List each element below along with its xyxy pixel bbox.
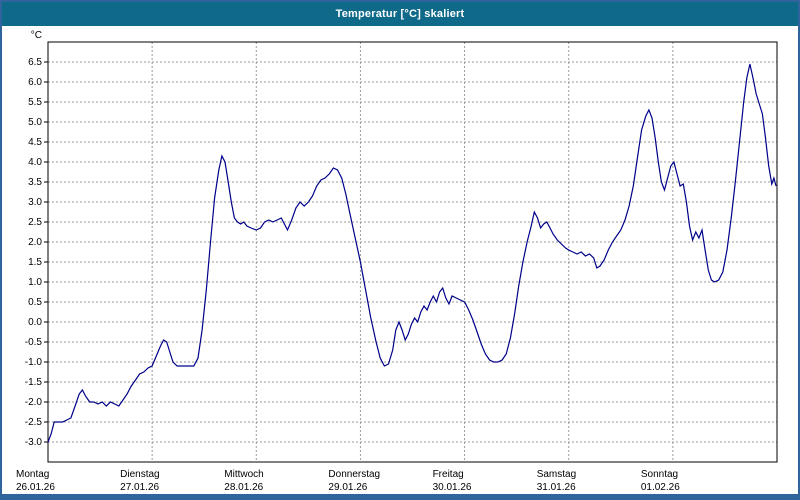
x-tick-date-label: 26.01.26 [16, 482, 55, 493]
x-tick-day-label: Montag [16, 469, 49, 480]
y-tick-label: 4.0 [28, 157, 42, 168]
x-tick-day-label: Dienstag [120, 469, 159, 480]
temperature-chart-svg: 6.5 6.0 5.5 5.0 4.5 4.0 3.5 3.0 2.5 2.0 1.5 1.0 0.5 0… [16, 30, 778, 493]
y-tick-label: 1.0 [28, 277, 42, 288]
x-tick-date-label: 31.01.26 [537, 482, 576, 493]
x-tick-day-label: Mittwoch [224, 469, 263, 480]
x-tick-date-label: 30.01.26 [433, 482, 472, 493]
y-tick-label: -0.5 [25, 337, 43, 348]
y-tick-label: 3.0 [28, 197, 42, 208]
y-tick-label: -2.5 [25, 417, 43, 428]
y-tick-label: 5.5 [28, 97, 42, 108]
chart-title-bar: Temperatur [°C] skaliert [2, 2, 798, 26]
y-tick-label: 4.5 [28, 137, 42, 148]
y-tick-label: 1.5 [28, 257, 42, 268]
y-tick-label: 6.0 [28, 77, 42, 88]
y-tick-label: -1.5 [25, 377, 43, 388]
y-tick-label: 2.5 [28, 217, 42, 228]
x-tick-day-label: Freitag [433, 469, 464, 480]
x-tick-date-label: 29.01.26 [328, 482, 367, 493]
x-tick-date-label: 01.02.26 [641, 482, 680, 493]
temperature-chart: 6.5 6.0 5.5 5.0 4.5 4.0 3.5 3.0 2.5 2.0 1.5 1.0 0.5 0… [2, 26, 798, 494]
y-tick-label: 2.0 [28, 237, 42, 248]
y-tick-label: 6.5 [28, 57, 42, 68]
x-tick-day-label: Samstag [537, 469, 576, 480]
temperature-line [47, 63, 777, 443]
x-tick-date-label: 27.01.26 [120, 482, 159, 493]
y-tick-label: 3.5 [28, 177, 42, 188]
y-tick-label: -2.0 [25, 397, 43, 408]
y-tick-label: -3.0 [25, 437, 43, 448]
y-tick-label: -1.0 [25, 357, 43, 368]
y-axis-unit-label: °C [31, 30, 42, 41]
plot-border [47, 41, 778, 463]
x-tick-day-label: Donnerstag [328, 469, 380, 480]
y-tick-label: 5.0 [28, 117, 42, 128]
x-tick-day-label: Sonntag [641, 469, 678, 480]
x-tick-date-label: 28.01.26 [224, 482, 263, 493]
y-tick-label: 0.5 [28, 297, 42, 308]
y-tick-label: 0.0 [28, 317, 42, 328]
